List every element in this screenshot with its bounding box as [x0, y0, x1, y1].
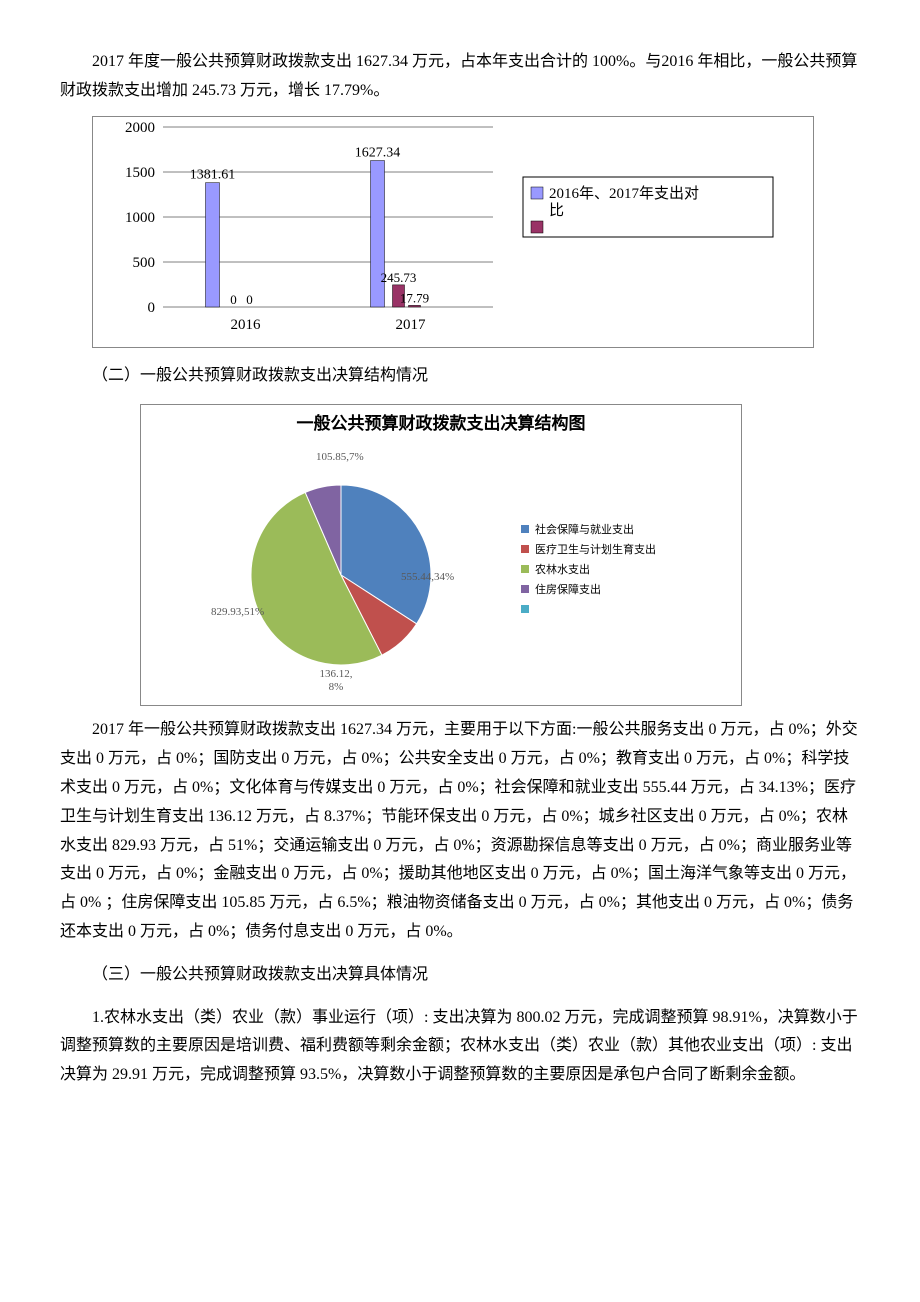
svg-text:一般公共预算财政拨款支出决算结构图: 一般公共预算财政拨款支出决算结构图: [297, 413, 586, 433]
svg-text:2016年、2017年支出对: 2016年、2017年支出对: [549, 185, 699, 202]
svg-text:0: 0: [230, 292, 237, 307]
svg-text:2000: 2000: [125, 120, 155, 136]
svg-text:医疗卫生与计划生育支出: 医疗卫生与计划生育支出: [535, 542, 656, 556]
svg-text:245.73: 245.73: [381, 269, 417, 284]
svg-text:136.12,: 136.12,: [320, 668, 353, 680]
svg-text:1000: 1000: [125, 210, 155, 226]
svg-text:0: 0: [148, 300, 156, 316]
heading-structure: （二）一般公共预算财政拨款支出决算结构情况: [60, 362, 860, 391]
svg-text:0: 0: [246, 292, 253, 307]
pie-chart: 一般公共预算财政拨款支出决算结构图 105.85,7% 555.44,34% 829.…: [140, 404, 742, 706]
paragraph-4: 1.农林水支出（类）农业（款）事业运行（项）: 支出决算为 800.02 万元，…: [60, 1004, 860, 1090]
svg-text:8%: 8%: [329, 681, 344, 693]
svg-text:105.85,7%: 105.85,7%: [316, 451, 364, 463]
svg-text:1500: 1500: [125, 165, 155, 181]
svg-text:500: 500: [133, 255, 156, 271]
svg-text:2016: 2016: [231, 317, 262, 333]
svg-text:1627.34: 1627.34: [355, 145, 401, 160]
svg-text:农林水支出: 农林水支出: [535, 562, 590, 576]
svg-text:829.93,51%: 829.93,51%: [211, 606, 264, 618]
svg-text:社会保障与就业支出: 社会保障与就业支出: [535, 522, 634, 536]
svg-text:2017: 2017: [396, 317, 427, 333]
bar-chart: 050010001500200020161381.610020171627.34…: [92, 116, 814, 348]
svg-text:17.79: 17.79: [400, 290, 429, 305]
svg-text:1381.61: 1381.61: [190, 167, 236, 182]
paragraph-1: 2017 年度一般公共预算财政拨款支出 1627.34 万元，占本年支出合计的 …: [60, 48, 860, 106]
svg-text:555.44,34%: 555.44,34%: [401, 571, 454, 583]
svg-text:住房保障支出: 住房保障支出: [535, 582, 601, 596]
svg-text:比: 比: [549, 202, 564, 219]
paragraph-3: 2017 年一般公共预算财政拨款支出 1627.34 万元，主要用于以下方面:一…: [60, 716, 860, 946]
heading-detail: （三）一般公共预算财政拨款支出决算具体情况: [60, 961, 860, 990]
